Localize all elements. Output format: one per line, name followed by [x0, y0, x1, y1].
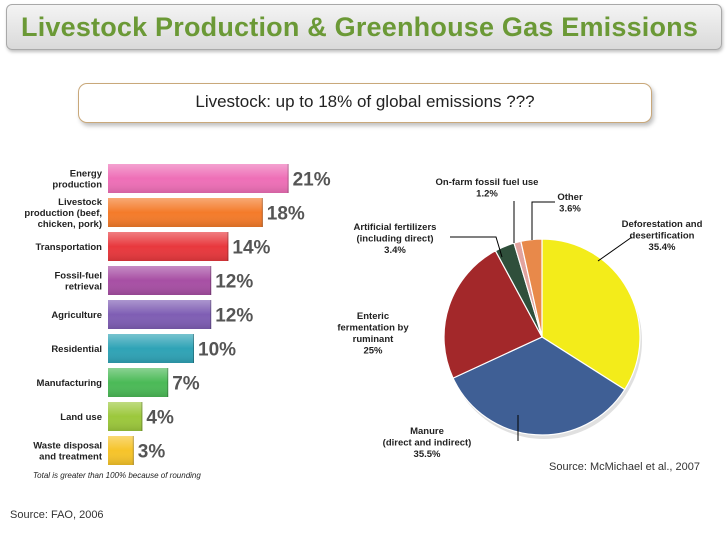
pie-label: Deforestation and desertification 35.4%: [622, 219, 703, 253]
leader-line: [597, 236, 633, 262]
value-label: 4%: [146, 408, 174, 429]
category-label: Manufacturing: [37, 378, 103, 389]
value-label: 10%: [198, 340, 236, 361]
title-bar: Livestock Production & Greenhouse Gas Em…: [6, 4, 722, 50]
category-label: Livestock production (beef, chicken, pork): [24, 197, 102, 230]
subtitle-box: Livestock: up to 18% of global emissions…: [78, 83, 652, 123]
bar-shading: [108, 402, 143, 431]
bar-shading: [108, 300, 212, 329]
pie-label: Manure (direct and indirect) 35.5%: [383, 426, 472, 460]
pie-slice: [520, 238, 543, 338]
value-label: 12%: [215, 272, 253, 293]
value-label: 7%: [172, 374, 200, 395]
category-label: Land use: [60, 412, 102, 423]
category-label: Fossil-fuel retrieval: [54, 271, 102, 293]
pie-slice: [443, 249, 543, 379]
slide-title: Livestock Production & Greenhouse Gas Em…: [21, 12, 699, 42]
bar-shading: [108, 198, 263, 227]
bar-shading: [108, 368, 169, 397]
bar-shading: [108, 266, 212, 295]
value-label: 18%: [267, 204, 305, 225]
leader-line: [531, 201, 555, 240]
bar-shading: [108, 436, 134, 465]
slide-subtitle: Livestock: up to 18% of global emissions…: [195, 92, 535, 111]
bar-shading: [108, 334, 194, 363]
pie-label: Enteric fermentation by ruminant 25%: [337, 311, 409, 357]
livestock-emissions-pie-chart: Deforestation and desertification 35.4% Man…: [337, 177, 703, 460]
category-label: Agriculture: [51, 310, 102, 321]
category-label: Energy production: [52, 169, 102, 191]
pie-label: Artificial fertilizers (including direct)…: [354, 222, 437, 256]
bar-shading: [108, 164, 289, 193]
value-label: 3%: [138, 442, 166, 463]
bar-shading: [108, 232, 229, 261]
pie-slice: [452, 336, 626, 436]
bar-footnote: Total is greater than 100% because of ro…: [33, 471, 201, 480]
value-label: 21%: [293, 170, 331, 191]
emissions-by-sector-bar-chart: Energy production 21% Livestock production (…: [24, 164, 331, 480]
category-label: Transportation: [35, 242, 102, 253]
category-label: Residential: [51, 344, 102, 355]
value-label: 14%: [232, 238, 270, 259]
pie-label: On-farm fossil fuel use 1.2%: [436, 177, 539, 200]
source-mcmichael: Source: McMichael et al., 2007: [549, 461, 701, 473]
source-fao: Source: FAO, 2006: [10, 509, 104, 521]
leader-line: [450, 236, 503, 258]
category-label: Waste disposal and treatment: [33, 441, 103, 463]
value-label: 12%: [215, 306, 253, 327]
pie-label: Other 3.6%: [557, 192, 583, 215]
